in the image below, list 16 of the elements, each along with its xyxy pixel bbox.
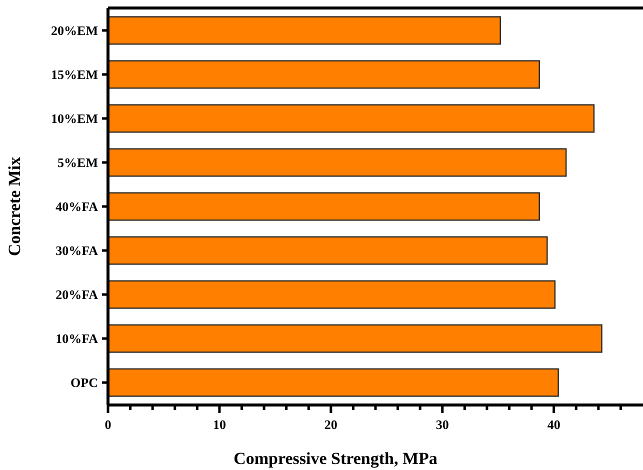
- x-tick-label: 0: [104, 417, 112, 432]
- y-tick-label: 40%FA: [56, 199, 99, 214]
- y-tick-label: 20%FA: [56, 287, 99, 302]
- x-tick-label: 10: [212, 417, 226, 432]
- x-tick-label: 30: [436, 417, 449, 432]
- y-tick-label: 10%FA: [56, 331, 99, 346]
- x-axis-title: Compressive Strength, MPa: [234, 449, 438, 468]
- x-tick-label: 40: [547, 417, 560, 432]
- y-tick-label: 5%EM: [58, 155, 98, 170]
- y-tick-label: 20%EM: [51, 22, 98, 38]
- y-tick-label: 15%EM: [51, 67, 98, 82]
- y-tick-label: 30%FA: [56, 243, 99, 258]
- x-tick-label: 20: [324, 417, 338, 432]
- y-tick-label: 10%EM: [51, 111, 98, 126]
- y-tick-label: OPC: [70, 375, 98, 390]
- y-axis-title: Concrete Mix: [5, 156, 24, 256]
